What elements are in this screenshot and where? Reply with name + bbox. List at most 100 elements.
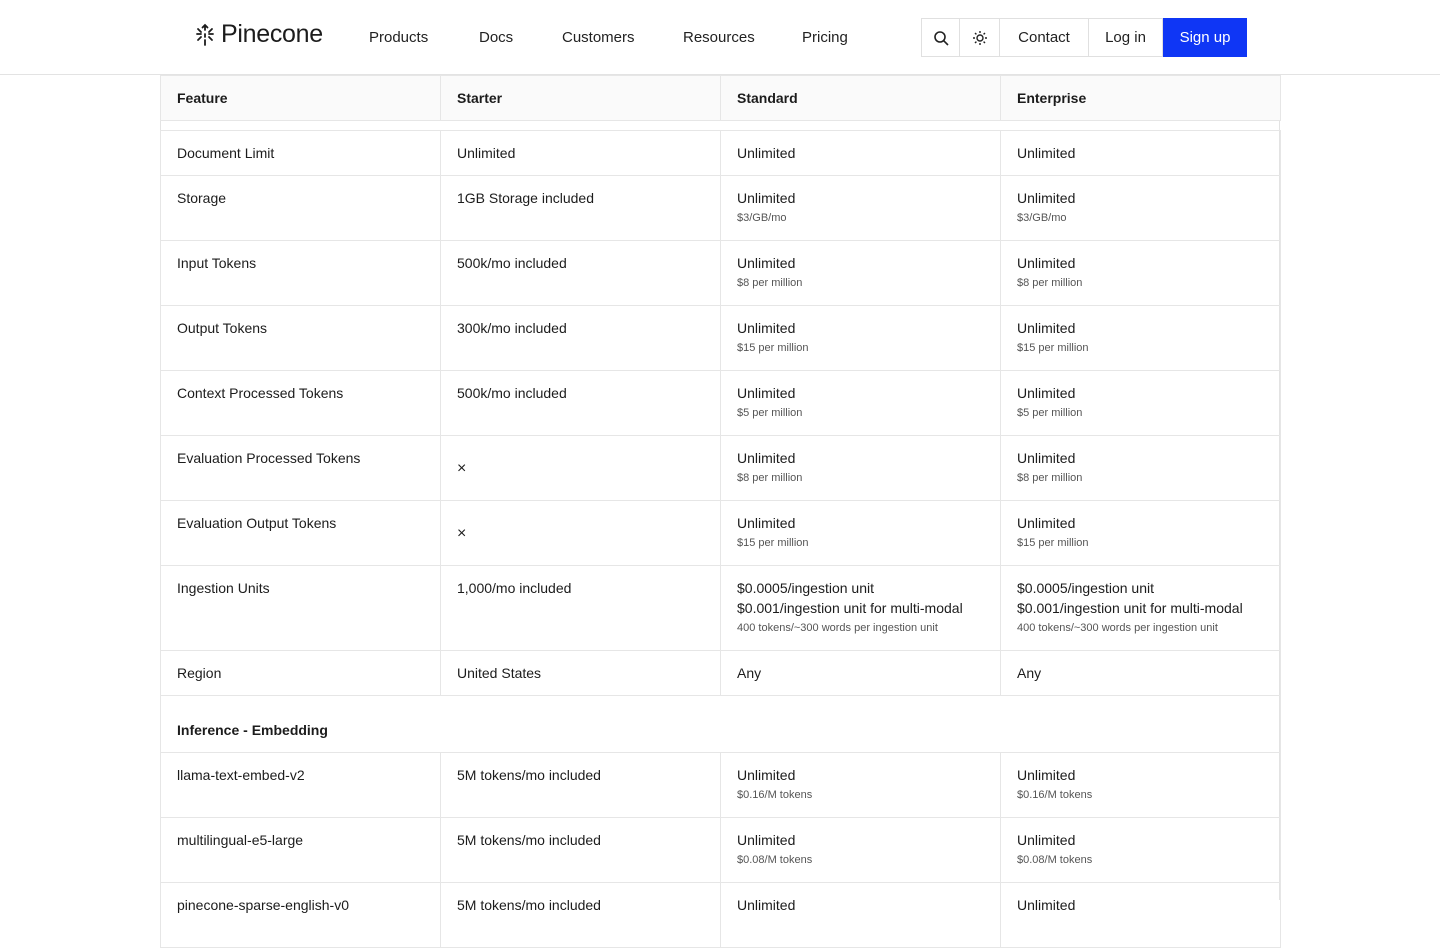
nav-docs[interactable]: Docs: [479, 29, 514, 46]
table-cell: Unlimited $8 per million: [720, 240, 1001, 306]
cell-price-note: $15 per million: [1017, 342, 1089, 354]
cell-value: Region: [177, 665, 222, 681]
table-row: Evaluation Output Tokens × Unlimited $15 pe…: [160, 500, 1281, 566]
search-button[interactable]: [922, 19, 960, 56]
cell-value: Unlimited: [737, 767, 796, 783]
cell-value: Unlimited: [1017, 145, 1076, 161]
table-cell: 5M tokens/mo included: [440, 817, 721, 883]
table-cell: 500k/mo included: [440, 370, 721, 436]
cell-price-note: $5 per million: [737, 407, 803, 419]
cell-value: multilingual-e5-large: [177, 832, 304, 848]
cell-value: Unlimited: [737, 320, 796, 336]
nav-resources[interactable]: Resources: [683, 29, 755, 46]
column-header-standard: Standard: [720, 75, 1001, 121]
cell-price-note: $0.16/M tokens: [1017, 789, 1093, 801]
cell-price-note: $0.08/M tokens: [1017, 854, 1093, 866]
table-cell: Region: [160, 650, 441, 696]
nav-customers[interactable]: Customers: [562, 29, 635, 46]
table-cell: Unlimited $0.16/M tokens: [1000, 752, 1281, 818]
cell-price-note: $15 per million: [1017, 537, 1089, 549]
table-cell: Unlimited $15 per million: [1000, 500, 1281, 566]
nav-products[interactable]: Products: [369, 29, 429, 46]
table-cell: Document Limit: [160, 130, 441, 176]
table-cell: Evaluation Processed Tokens: [160, 435, 441, 501]
table-cell: pinecone-sparse-english-v0: [160, 882, 441, 948]
table-row: Context Processed Tokens 500k/mo included…: [160, 370, 1281, 436]
cell-value: $0.0005/ingestion unit: [737, 580, 874, 596]
table-cell: Unlimited $5 per million: [720, 370, 1001, 436]
table-cell: Unlimited $5 per million: [1000, 370, 1281, 436]
sun-icon: [972, 30, 987, 45]
column-header-feature: Feature: [160, 75, 441, 121]
table-cell: Unlimited $0.08/M tokens: [720, 817, 1001, 883]
cell-value: 1GB Storage included: [457, 190, 594, 206]
not-included-icon: ×: [457, 460, 467, 477]
table-cell: Unlimited: [1000, 882, 1281, 948]
site-header: Pinecone Products Docs Customers Resourc…: [0, 0, 1440, 75]
table-cell: llama-text-embed-v2: [160, 752, 441, 818]
pricing-table: Feature Starter Standard Enterprise Docu…: [160, 75, 1281, 948]
cell-value: 300k/mo included: [457, 320, 567, 336]
table-cell: Any: [720, 650, 1001, 696]
cell-value: Unlimited: [1017, 190, 1076, 206]
pinecone-logo-icon: [196, 23, 214, 46]
cell-price-note: $3/GB/mo: [1017, 212, 1067, 224]
cell-value: Unlimited: [1017, 320, 1076, 336]
cell-value: Ingestion Units: [177, 580, 270, 596]
login-button[interactable]: Log in: [1089, 19, 1163, 56]
table-cell: $0.0005/ingestion unit $0.001/ingestion u…: [720, 565, 1001, 651]
table-row: multilingual-e5-large 5M tokens/mo includ…: [160, 817, 1281, 883]
cell-value: Evaluation Processed Tokens: [177, 450, 361, 466]
cell-value: Unlimited: [737, 190, 796, 206]
table-cell: Unlimited $3/GB/mo: [1000, 175, 1281, 241]
cell-price-note: 400 tokens/~300 words per ingestion unit: [1017, 622, 1218, 634]
table-cell: Input Tokens: [160, 240, 441, 306]
signup-button[interactable]: Sign up: [1163, 18, 1247, 57]
cell-price-note: $8 per million: [737, 277, 803, 289]
table-cell: 1GB Storage included: [440, 175, 721, 241]
cell-price-note: $0.08/M tokens: [737, 854, 813, 866]
cell-value: Unlimited: [1017, 385, 1076, 401]
table-cell: 1,000/mo included: [440, 565, 721, 651]
table-cell: Unlimited: [720, 130, 1001, 176]
cell-value: 5M tokens/mo included: [457, 767, 601, 783]
table-row: Evaluation Processed Tokens × Unlimited $8 …: [160, 435, 1281, 501]
column-header-enterprise: Enterprise: [1000, 75, 1281, 121]
cell-value: 5M tokens/mo included: [457, 897, 601, 913]
table-row: Output Tokens 300k/mo included Unlimited $1…: [160, 305, 1281, 371]
cell-value: $0.001/ingestion unit for multi-modal: [1017, 600, 1243, 616]
nav-pricing[interactable]: Pricing: [802, 29, 848, 46]
cell-value: $0.001/ingestion unit for multi-modal: [737, 600, 963, 616]
table-cell: Unlimited $0.16/M tokens: [720, 752, 1001, 818]
not-included-icon: ×: [457, 525, 467, 542]
cell-value: 1,000/mo included: [457, 580, 572, 596]
table-cell: $0.0005/ingestion unit $0.001/ingestion u…: [1000, 565, 1281, 651]
theme-toggle-button[interactable]: [960, 19, 1000, 56]
cell-value: Unlimited: [1017, 832, 1076, 848]
table-cell: Storage: [160, 175, 441, 241]
cell-value: Unlimited: [1017, 897, 1076, 913]
table-cell: Unlimited $15 per million: [720, 305, 1001, 371]
cell-value: Unlimited: [1017, 515, 1076, 531]
table-cell: 500k/mo included: [440, 240, 721, 306]
cell-price-note: $3/GB/mo: [737, 212, 787, 224]
cell-value: Unlimited: [737, 255, 796, 271]
cell-value: Document Limit: [177, 145, 275, 161]
table-cell: 5M tokens/mo included: [440, 752, 721, 818]
cell-value: Evaluation Output Tokens: [177, 515, 337, 531]
logo[interactable]: Pinecone: [193, 20, 323, 49]
table-row: Input Tokens 500k/mo included Unlimited $8 …: [160, 240, 1281, 306]
table-cell: Unlimited $8 per million: [720, 435, 1001, 501]
cell-value: Unlimited: [737, 832, 796, 848]
cell-price-note: $0.16/M tokens: [737, 789, 813, 801]
cell-value: pinecone-sparse-english-v0: [177, 897, 349, 913]
table-cell: Unlimited $15 per million: [720, 500, 1001, 566]
header-actions: Contact Log in Sign up: [921, 18, 1247, 57]
cell-value: Storage: [177, 190, 227, 206]
contact-button[interactable]: Contact: [1000, 19, 1089, 56]
cell-price-note: $15 per million: [737, 537, 809, 549]
table-cell: Any: [1000, 650, 1281, 696]
table-cell: ×: [440, 435, 721, 501]
column-header-starter: Starter: [440, 75, 721, 121]
table-cell: Unlimited $3/GB/mo: [720, 175, 1001, 241]
